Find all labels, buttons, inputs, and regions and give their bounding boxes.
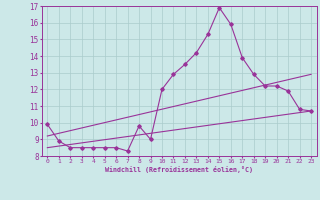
X-axis label: Windchill (Refroidissement éolien,°C): Windchill (Refroidissement éolien,°C) bbox=[105, 166, 253, 173]
